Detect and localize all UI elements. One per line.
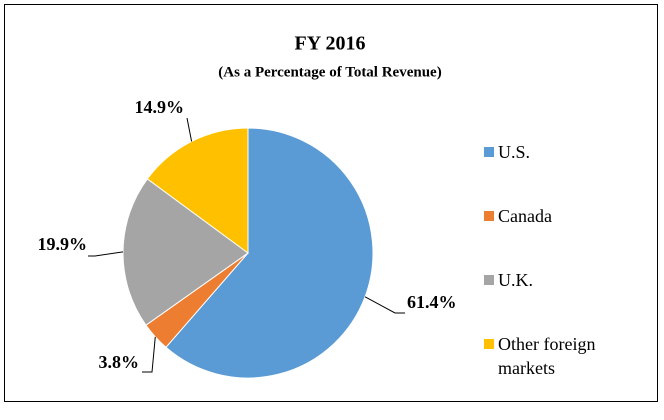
leader-line	[364, 296, 405, 314]
legend-label: U.S.	[498, 142, 531, 162]
legend-label: Other foreign markets	[498, 334, 596, 378]
legend-item: U.S.	[484, 140, 644, 164]
leader-line	[88, 251, 124, 257]
legend-swatch	[484, 275, 494, 285]
legend-label: U.K.	[498, 270, 533, 290]
chart-title: FY 2016	[295, 33, 366, 55]
chart-subtitle: (As a Percentage of Total Revenue)	[218, 64, 441, 80]
data-label: 14.9%	[135, 97, 185, 117]
legend-swatch	[484, 339, 494, 349]
leader-line	[142, 336, 156, 373]
leader-line	[186, 117, 193, 142]
legend: U.S. Canada U.K. Other foreign markets	[484, 140, 644, 420]
pie-slice	[122, 178, 249, 326]
data-label: 3.8%	[99, 352, 140, 372]
legend-item: U.K.	[484, 268, 644, 292]
chart: FY 2016 (As a Percentage of Total Revenu…	[38, 33, 457, 379]
legend-item: Other foreign markets	[484, 332, 644, 380]
legend-label: Canada	[498, 206, 552, 226]
data-label: 19.9%	[38, 234, 88, 254]
pie-slice	[146, 127, 249, 254]
legend-item: Canada	[484, 204, 644, 228]
data-label: 61.4%	[407, 292, 457, 312]
legend-swatch	[484, 147, 494, 157]
legend-swatch	[484, 211, 494, 221]
